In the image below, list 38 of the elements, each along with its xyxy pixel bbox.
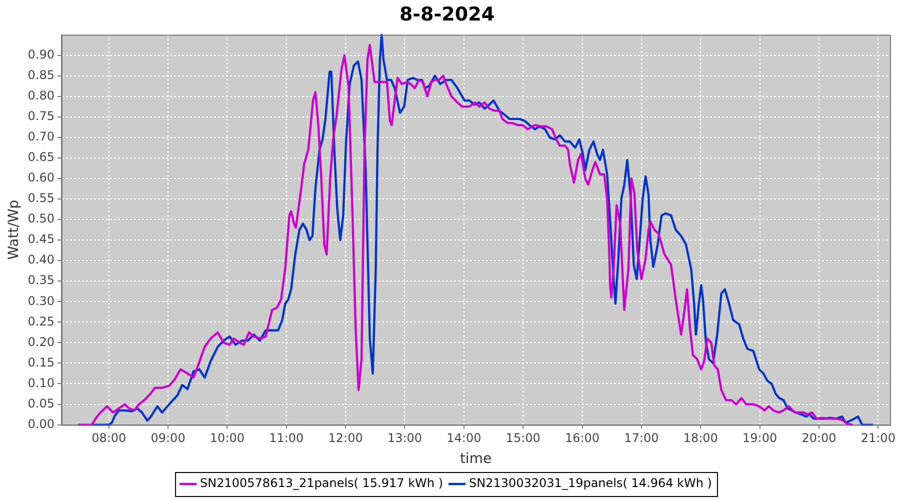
y-tick-label: 0.80 xyxy=(28,88,55,103)
x-axis-title: time xyxy=(460,451,492,468)
x-tick-label: 20:00 xyxy=(802,431,836,446)
y-tick-label: 0.00 xyxy=(28,416,55,431)
y-tick-label: 0.25 xyxy=(28,314,55,328)
y-tick-label: 0.35 xyxy=(28,273,55,288)
x-tick-label: 09:00 xyxy=(150,431,186,446)
y-tick-label: 0.20 xyxy=(28,334,55,349)
legend-label: SN2100578613_21panels( 15.917 kWh ) xyxy=(200,476,444,490)
x-tick-label: 16:00 xyxy=(564,431,600,446)
y-tick-label: 0.85 xyxy=(28,68,55,82)
y-tick-label: 0.65 xyxy=(28,150,55,164)
y-tick-label: 0.30 xyxy=(28,294,55,308)
x-tick-label: 21:00 xyxy=(860,431,896,446)
y-tick-label: 0.45 xyxy=(28,232,55,246)
y-tick-label: 0.50 xyxy=(28,212,55,226)
x-tick-label: 12:00 xyxy=(328,431,363,446)
x-tick-label: 13:00 xyxy=(387,431,422,446)
x-tick-label: 10:00 xyxy=(210,431,245,446)
y-tick-label: 0.55 xyxy=(28,191,55,206)
x-tick-label: 08:00 xyxy=(92,431,126,446)
x-tick-label: 11:00 xyxy=(269,431,304,446)
chart-title: 8-8-2024 xyxy=(399,3,495,26)
y-tick-label: 0.40 xyxy=(28,252,55,267)
y-tick-label: 0.10 xyxy=(28,376,55,390)
y-tick-label: 0.70 xyxy=(28,130,55,144)
y-tick-label: 0.05 xyxy=(28,396,55,410)
y-tick-label: 0.90 xyxy=(28,47,55,62)
y-axis-title: Watt/Wp xyxy=(6,200,22,260)
x-tick-label: 14:00 xyxy=(446,431,482,446)
legend-label: SN2130032031_19panels( 14.964 kWh ) xyxy=(469,476,712,490)
x-tick-label: 19:00 xyxy=(742,431,778,446)
x-tick-label: 15:00 xyxy=(506,431,540,446)
x-tick-label: 17:00 xyxy=(624,431,659,446)
x-tick-label: 18:00 xyxy=(683,431,718,446)
y-tick-label: 0.60 xyxy=(28,170,55,185)
y-tick-label: 0.15 xyxy=(28,355,55,370)
y-tick-label: 0.75 xyxy=(28,109,55,124)
